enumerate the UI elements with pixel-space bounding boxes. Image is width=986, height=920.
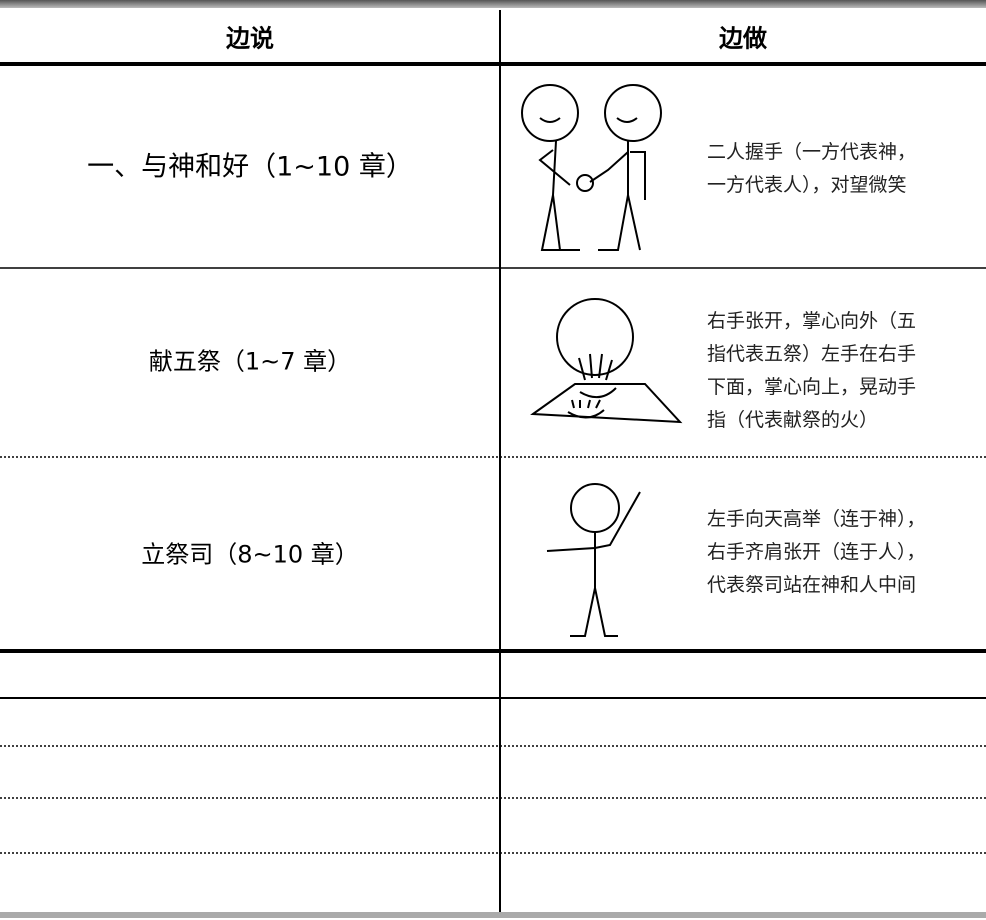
do-line: 下面，掌心向上，晃动手	[707, 376, 917, 398]
do-cell: 右手张开，掌心向外（五 指代表五祭）左手在右手 下面，掌心向上，晃动手 指（代表献祭的…	[707, 305, 916, 437]
header-cell: 边做	[719, 24, 767, 53]
do-cell: 左手向天高举（连于神）， 右手齐肩张开（连于人）， 代表祭司站在神和人中间	[707, 503, 926, 602]
do-line: 二人握手（一方代表神，	[707, 141, 917, 163]
do-line: 指（代表献祭的火）	[707, 409, 879, 431]
say-cell: 献五祭（1~7 章）	[148, 347, 352, 376]
do-cell: 二人握手（一方代表神， 一方代表人），对望微笑	[707, 136, 916, 202]
do-line: 右手张开，掌心向外（五	[707, 310, 917, 332]
say-cell: 一、与神和好（1~10 章）	[87, 151, 413, 183]
do-line: 左手向天高举（连于神），	[707, 508, 926, 530]
do-line: 右手齐肩张开（连于人），	[707, 541, 926, 563]
do-line: 一方代表人），对望微笑	[707, 174, 907, 196]
do-line: 代表祭司站在神和人中间	[707, 574, 917, 596]
header-cell: 边说	[226, 24, 274, 53]
do-line: 指代表五祭）左手在右手	[707, 343, 917, 365]
say-cell: 立祭司（8~10 章）	[141, 540, 359, 569]
